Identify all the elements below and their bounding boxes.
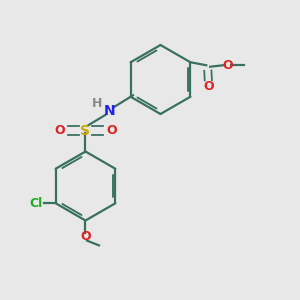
Text: O: O: [222, 59, 232, 72]
Text: H: H: [92, 97, 103, 110]
Text: O: O: [54, 124, 65, 137]
Text: S: S: [80, 124, 91, 137]
Text: O: O: [106, 124, 117, 137]
Text: O: O: [80, 230, 91, 244]
Text: O: O: [203, 80, 214, 93]
Text: N: N: [104, 103, 116, 118]
Text: Cl: Cl: [29, 197, 43, 210]
